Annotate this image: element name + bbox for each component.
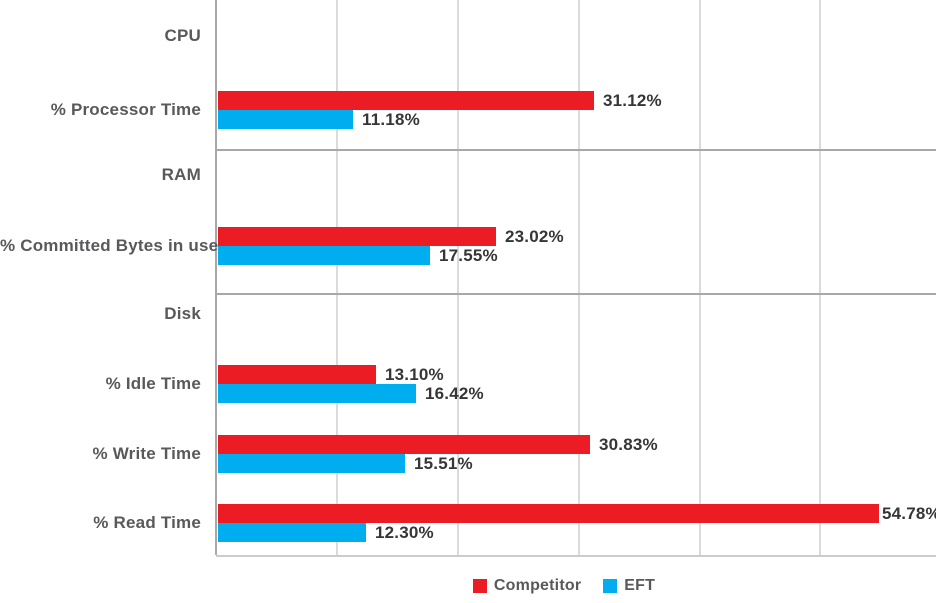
- value-label-eft-committed-bytes: 17.55%: [439, 245, 498, 265]
- bar-eft-committed-bytes: 17.55%: [218, 246, 498, 265]
- legend-item-competitor: Competitor: [472, 577, 582, 595]
- gridline-30pct: [578, 0, 580, 555]
- value-label-eft-read-time: 12.30%: [375, 522, 434, 542]
- value-label-competitor-idle-time: 13.10%: [385, 364, 444, 384]
- value-label-competitor-write-time: 30.83%: [599, 434, 658, 454]
- gridline-40pct: [699, 0, 701, 555]
- bar-competitor-write-time: 30.83%: [218, 435, 658, 454]
- group-label-cpu: CPU: [164, 26, 201, 45]
- category-label-committed-bytes: % Committed Bytes in use: [0, 236, 219, 255]
- category-label-idle-time: % Idle Time: [105, 374, 201, 393]
- bar-competitor-idle-time: 13.10%: [218, 365, 444, 384]
- value-label-competitor-committed-bytes: 23.02%: [505, 226, 564, 246]
- group-label-ram: RAM: [161, 165, 201, 184]
- value-label-competitor-read-time: 54.78%: [882, 503, 936, 523]
- legend-swatch-competitor-icon: [472, 579, 487, 593]
- legend-label-eft: EFT: [624, 577, 656, 594]
- category-label-write-time: % Write Time: [92, 444, 201, 463]
- bar-eft-processor-time: 11.18%: [218, 110, 420, 129]
- x-axis-line: [216, 555, 936, 557]
- divider-cpu-ram: [216, 149, 936, 151]
- legend-label-competitor: Competitor: [493, 577, 582, 594]
- category-label-read-time: % Read Time: [93, 513, 201, 532]
- group-label-disk: Disk: [164, 304, 201, 323]
- gridline-50pct: [819, 0, 821, 555]
- bar-competitor-processor-time: 31.12%: [218, 91, 662, 110]
- divider-ram-disk: [216, 293, 936, 295]
- bar-eft-idle-time: 16.42%: [218, 384, 484, 403]
- value-label-competitor-processor-time: 31.12%: [603, 90, 662, 110]
- y-axis-line: [215, 0, 217, 555]
- bar-eft-write-time: 15.51%: [218, 454, 473, 473]
- bar-eft-read-time: 12.30%: [218, 523, 434, 542]
- legend-item-eft: EFT: [603, 577, 655, 595]
- category-label-processor-time: % Processor Time: [50, 100, 201, 119]
- gridline-10pct: [336, 0, 338, 555]
- gridline-20pct: [457, 0, 459, 555]
- legend: Competitor EFT: [204, 577, 924, 595]
- value-label-eft-processor-time: 11.18%: [362, 109, 420, 129]
- bar-competitor-read-time: 54.78%: [218, 504, 936, 523]
- legend-swatch-eft-icon: [603, 579, 618, 593]
- value-label-eft-write-time: 15.51%: [414, 453, 473, 473]
- value-label-eft-idle-time: 16.42%: [425, 383, 484, 403]
- bar-competitor-committed-bytes: 23.02%: [218, 227, 564, 246]
